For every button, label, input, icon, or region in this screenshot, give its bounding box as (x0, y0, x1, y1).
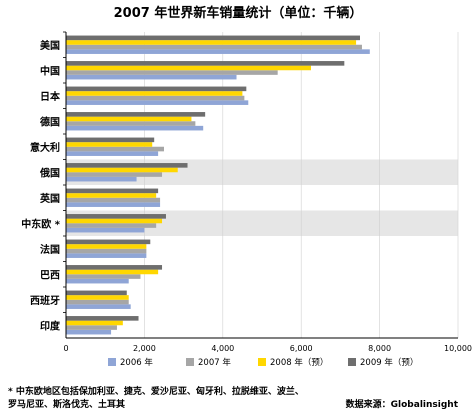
category-label: 中东欧 * (21, 217, 60, 230)
footnote-line-1: * 中东欧地区包括保加利亚、捷克、爱沙尼亚、匈牙利、拉脱维亚、波兰、 (8, 387, 304, 397)
bar (66, 278, 129, 284)
bar (66, 35, 360, 41)
bar (66, 202, 161, 207)
category-label: 意大利 (30, 141, 60, 154)
category-label: 德国 (39, 115, 60, 128)
bar (66, 223, 157, 228)
x-tick-label: 8,000 (368, 344, 391, 353)
bar (66, 269, 159, 275)
category-label: 英国 (39, 192, 60, 205)
category-label: 法国 (40, 243, 60, 256)
bar (66, 74, 237, 80)
bar (66, 40, 357, 45)
category-label: 西班牙 (30, 294, 60, 307)
x-tick-label: 0 (63, 344, 68, 353)
x-tick-label: 10,000 (444, 344, 472, 353)
legend-label: 2006 年 (120, 357, 153, 368)
bar (66, 214, 166, 219)
bar (66, 197, 161, 203)
bar (66, 188, 159, 194)
bar (66, 86, 247, 92)
bar (66, 325, 117, 330)
legend-label: 2009 年（预） (360, 357, 418, 368)
x-tick-label: 6,000 (290, 344, 313, 353)
category-label: 日本 (40, 90, 61, 103)
bar (66, 320, 123, 326)
bar (66, 146, 164, 152)
bar (66, 112, 206, 117)
bar (66, 265, 163, 270)
bar (66, 304, 131, 309)
category-label: 美国 (40, 39, 60, 52)
bar (66, 167, 178, 173)
bar (66, 121, 196, 126)
x-tick-label: 2,000 (133, 344, 156, 353)
bar (66, 295, 129, 300)
bar (66, 299, 129, 305)
bars (66, 35, 370, 335)
bar (66, 176, 137, 182)
legend-swatch (258, 358, 266, 366)
bar (66, 218, 163, 224)
gridlines (144, 32, 459, 338)
bar (66, 100, 249, 105)
bar (66, 253, 147, 258)
bar (66, 248, 147, 254)
bar (66, 172, 163, 177)
x-tick-labels: 0 2,000 4,000 6,000 8,000 10,000 (63, 344, 472, 353)
legend: 2006 年 2007 年 2008 年（预） 2009 年（预） (108, 357, 418, 368)
footnote-line-2: 罗马尼亚、斯洛伐克、土耳其 (8, 400, 126, 410)
bar (66, 125, 204, 131)
legend-swatch (108, 358, 116, 366)
bar (66, 151, 159, 156)
bar (66, 290, 127, 296)
bar (66, 227, 145, 233)
legend-label: 2007 年 (198, 357, 231, 368)
legend-swatch (348, 358, 356, 366)
bar (66, 116, 192, 122)
bar (66, 244, 147, 249)
bar (66, 91, 243, 96)
bar (66, 193, 157, 198)
category-label: 中国 (40, 64, 60, 77)
legend-swatch (186, 358, 194, 366)
bar (66, 239, 151, 245)
bar (66, 65, 311, 71)
bar (66, 316, 139, 321)
axes (63, 31, 458, 339)
legend-label: 2008 年（预） (270, 357, 328, 368)
bar (66, 70, 278, 75)
category-label: 印度 (40, 319, 61, 332)
bar (66, 49, 370, 54)
bar (66, 329, 112, 335)
bar (66, 274, 141, 279)
category-label: 巴西 (40, 269, 60, 281)
bar (66, 163, 188, 168)
x-tick-label: 4,000 (211, 344, 234, 353)
chart-title: 2007 年世界新车销量统计（单位：千辆） (114, 5, 363, 21)
category-label: 俄国 (39, 166, 60, 179)
bar (66, 44, 362, 50)
data-source: 数据来源：Globalinsight (345, 400, 458, 410)
bar (66, 95, 245, 101)
bar (66, 61, 345, 66)
bar (66, 137, 155, 143)
bar (66, 142, 153, 147)
